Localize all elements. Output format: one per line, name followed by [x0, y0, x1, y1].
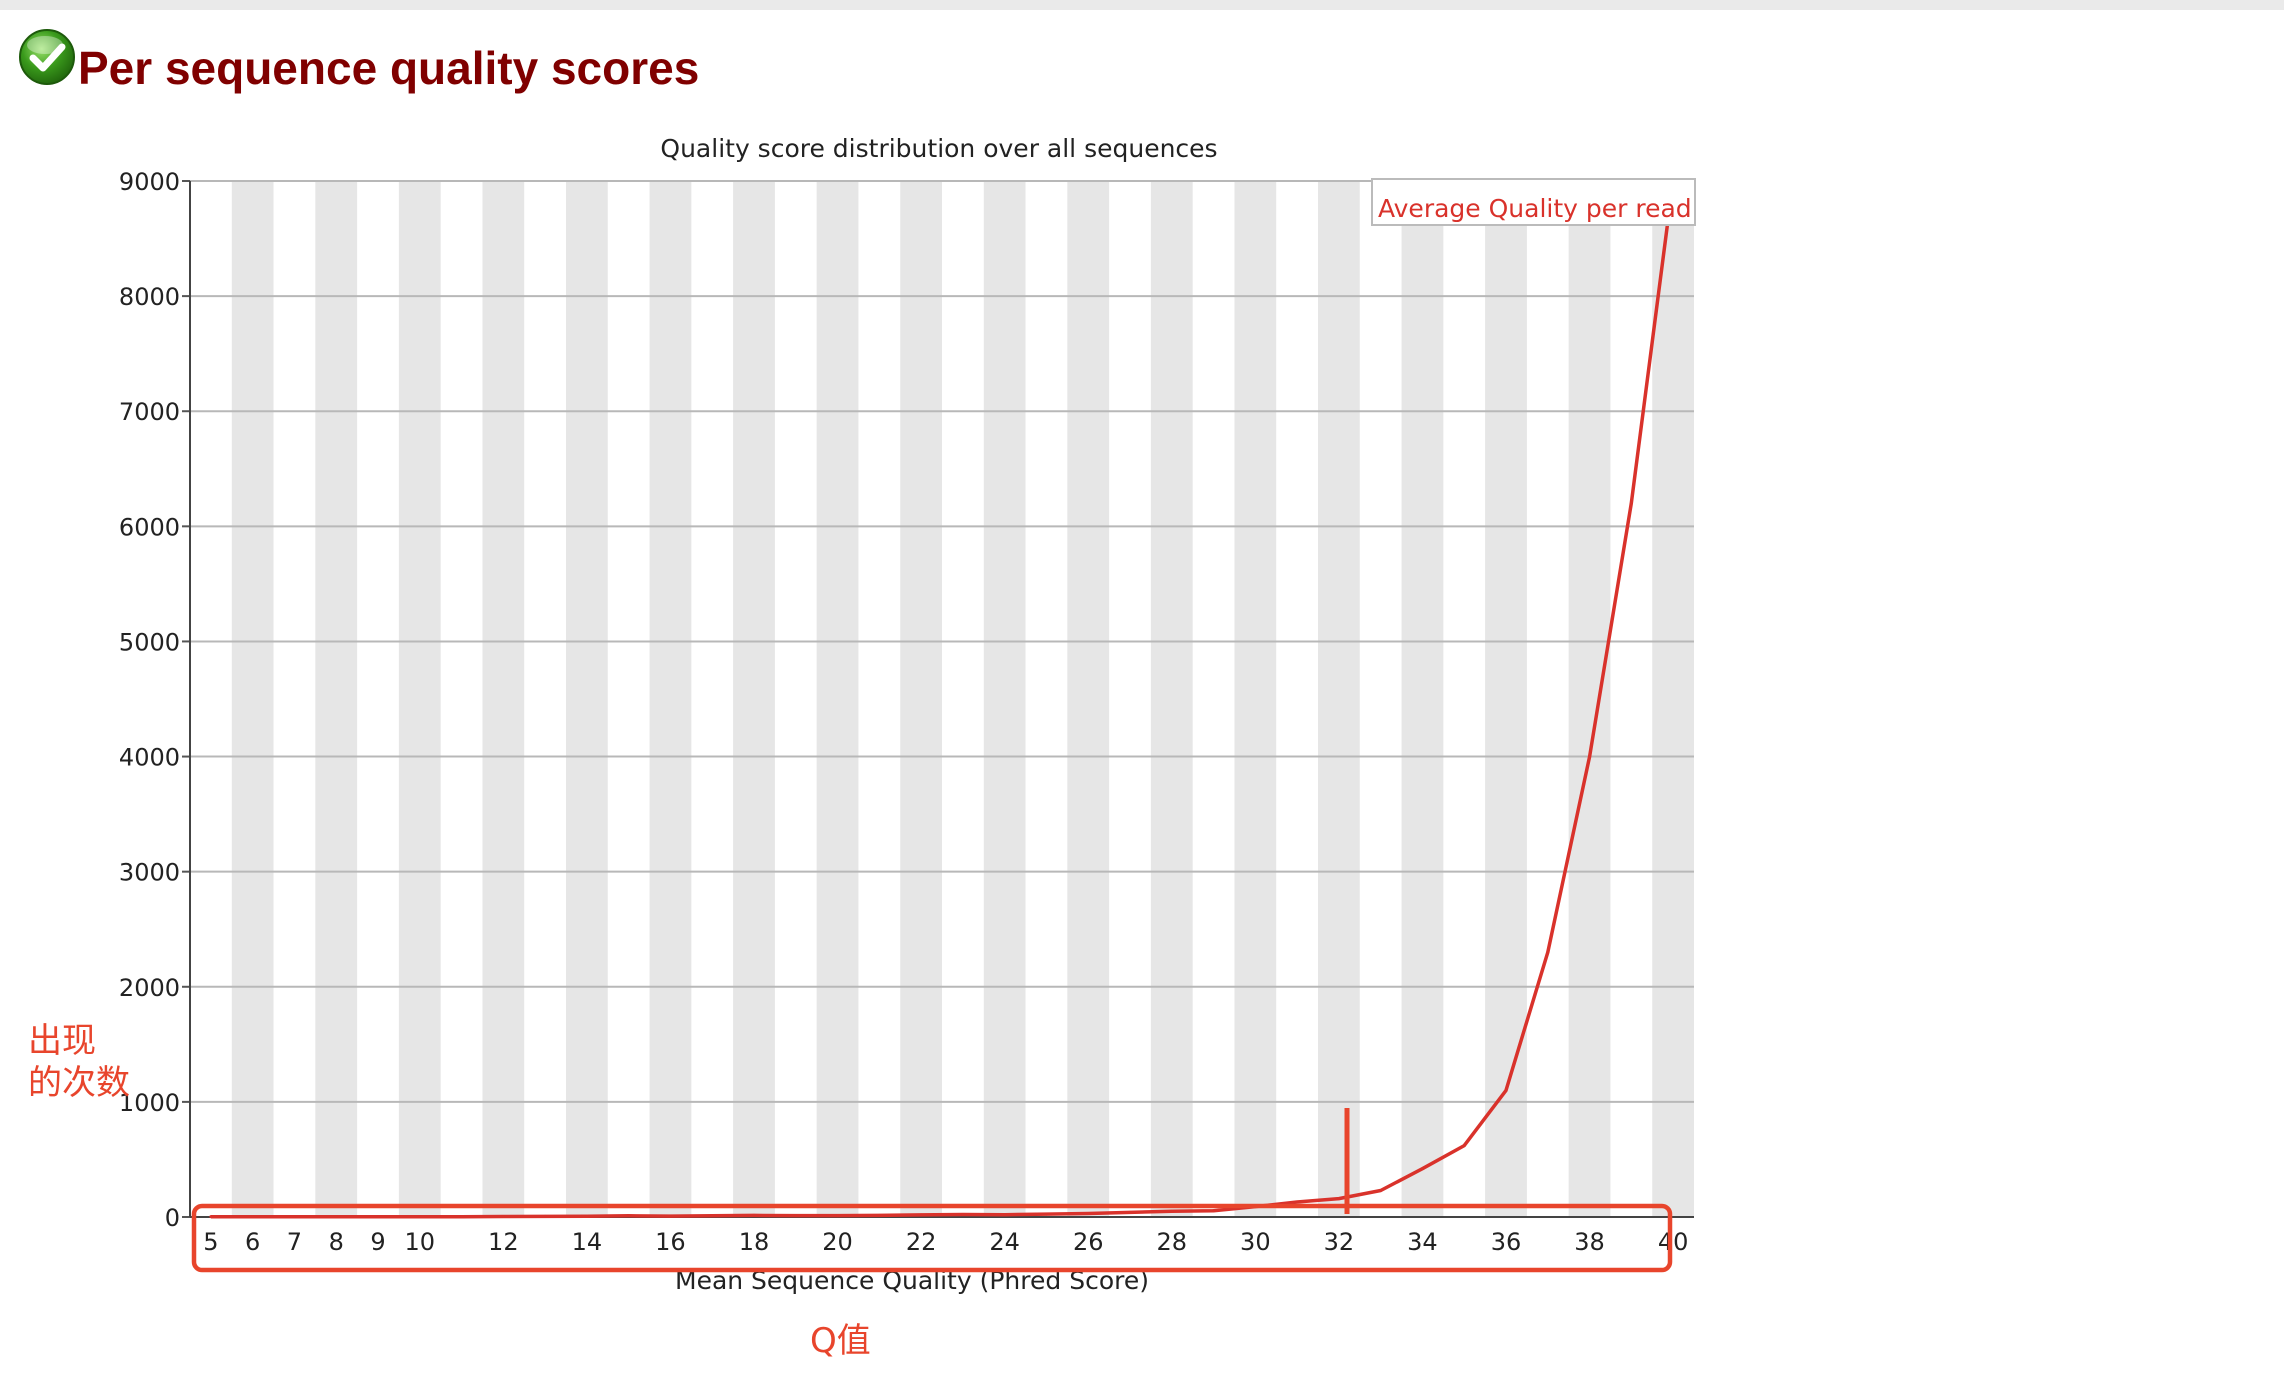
x-tick-label: 40 — [1658, 1228, 1689, 1256]
grid-band — [1067, 181, 1110, 1217]
grid-band — [482, 181, 525, 1217]
data-point — [418, 1215, 422, 1219]
data-point — [1170, 1209, 1174, 1213]
x-tick-label: 20 — [822, 1228, 853, 1256]
data-point — [836, 1214, 840, 1218]
y-tick-label: 4000 — [119, 744, 180, 772]
series-line — [210, 180, 1675, 1219]
top-bar — [0, 0, 2284, 10]
x-tick-label: 36 — [1491, 1228, 1522, 1256]
x-tick-label: 22 — [906, 1228, 937, 1256]
data-point — [1379, 1189, 1383, 1193]
grid-band — [649, 181, 692, 1217]
grid-band — [1568, 181, 1611, 1217]
grid-band — [816, 181, 859, 1217]
data-point — [794, 1214, 798, 1218]
y-tick-label: 1000 — [119, 1089, 180, 1117]
data-point — [710, 1214, 714, 1218]
data-point — [292, 1215, 296, 1219]
data-point — [501, 1215, 505, 1219]
data-point — [1588, 755, 1592, 759]
x-tick-label: 24 — [989, 1228, 1020, 1256]
grid-band — [900, 181, 942, 1217]
x-tick-label: 18 — [739, 1228, 770, 1256]
data-point — [1546, 950, 1550, 954]
grid-band — [1485, 181, 1527, 1217]
x-tick-label: 5 — [203, 1228, 218, 1256]
grid-band — [315, 181, 358, 1217]
data-point — [585, 1214, 589, 1218]
data-point — [209, 1215, 213, 1219]
x-tick-label: 6 — [245, 1228, 260, 1256]
x-tick-label: 12 — [488, 1228, 519, 1256]
x-tick-label: 8 — [329, 1228, 344, 1256]
grid-band — [733, 181, 775, 1217]
y-tick-label: 9000 — [119, 168, 180, 196]
grid-band — [1150, 181, 1193, 1217]
y-tick-label: 8000 — [119, 283, 180, 311]
data-point — [1504, 1088, 1508, 1092]
y-tick-label: 3000 — [119, 859, 180, 887]
data-point — [1295, 1200, 1299, 1204]
grid-band — [398, 181, 441, 1217]
y-annotation-line: 出现 — [28, 1021, 96, 1061]
data-point — [1629, 501, 1633, 505]
grid-band — [1401, 181, 1444, 1217]
x-tick-label: 9 — [370, 1228, 385, 1256]
x-tick-label: 14 — [572, 1228, 603, 1256]
data-point — [752, 1213, 756, 1217]
check-circle-icon — [19, 29, 75, 85]
data-point — [877, 1213, 881, 1217]
legend-box — [1371, 178, 1696, 226]
data-point — [543, 1214, 547, 1218]
grid-band — [983, 181, 1026, 1217]
grid-band — [1234, 181, 1277, 1217]
data-point — [251, 1215, 255, 1219]
grid-band — [1652, 181, 1694, 1217]
data-point — [919, 1213, 923, 1217]
y-tick-label: 7000 — [119, 398, 180, 426]
data-point — [1420, 1167, 1424, 1171]
x-tick-label: 34 — [1407, 1228, 1438, 1256]
x-tick-label: 28 — [1157, 1228, 1188, 1256]
data-point — [1462, 1144, 1466, 1148]
legend-label: Average Quality per read — [1378, 194, 1692, 223]
x-tick-label: 30 — [1240, 1228, 1271, 1256]
data-point — [1212, 1209, 1216, 1213]
x-axis-highlight-box — [191, 1203, 1673, 1273]
data-point — [1044, 1212, 1048, 1216]
x-tick-label: 38 — [1574, 1228, 1605, 1256]
data-point — [961, 1212, 965, 1216]
page-title: Per sequence quality scores — [78, 42, 700, 94]
x-tick-label: 16 — [655, 1228, 686, 1256]
y-tick-label: 5000 — [119, 628, 180, 656]
y-tick-label: 2000 — [119, 974, 180, 1002]
data-point — [1337, 1197, 1341, 1201]
grid-band — [1318, 181, 1360, 1217]
data-point — [1003, 1213, 1007, 1217]
grid-band — [231, 181, 274, 1217]
y-annotation-line: 的次数 — [28, 1063, 130, 1103]
data-point — [334, 1215, 338, 1219]
grid-band — [566, 181, 608, 1217]
data-point — [460, 1215, 464, 1219]
data-point — [376, 1215, 380, 1219]
x-tick-label: 7 — [287, 1228, 302, 1256]
data-point — [1086, 1212, 1090, 1216]
data-point — [668, 1214, 672, 1218]
y-tick-label: 0 — [165, 1204, 180, 1232]
x-tick-label: 26 — [1073, 1228, 1104, 1256]
y-annotation: 出现 的次数 — [28, 1020, 130, 1104]
chart-title: Quality score distribution over all sequ… — [660, 134, 1217, 163]
data-point — [627, 1214, 631, 1218]
x-tick-label: 10 — [405, 1228, 436, 1256]
data-point — [1128, 1210, 1132, 1214]
y-tick-label: 6000 — [119, 513, 180, 541]
x-tick-label: 32 — [1324, 1228, 1355, 1256]
x-annotation: Q值 — [810, 1321, 871, 1361]
module-header: Per sequence quality scores — [18, 22, 700, 94]
